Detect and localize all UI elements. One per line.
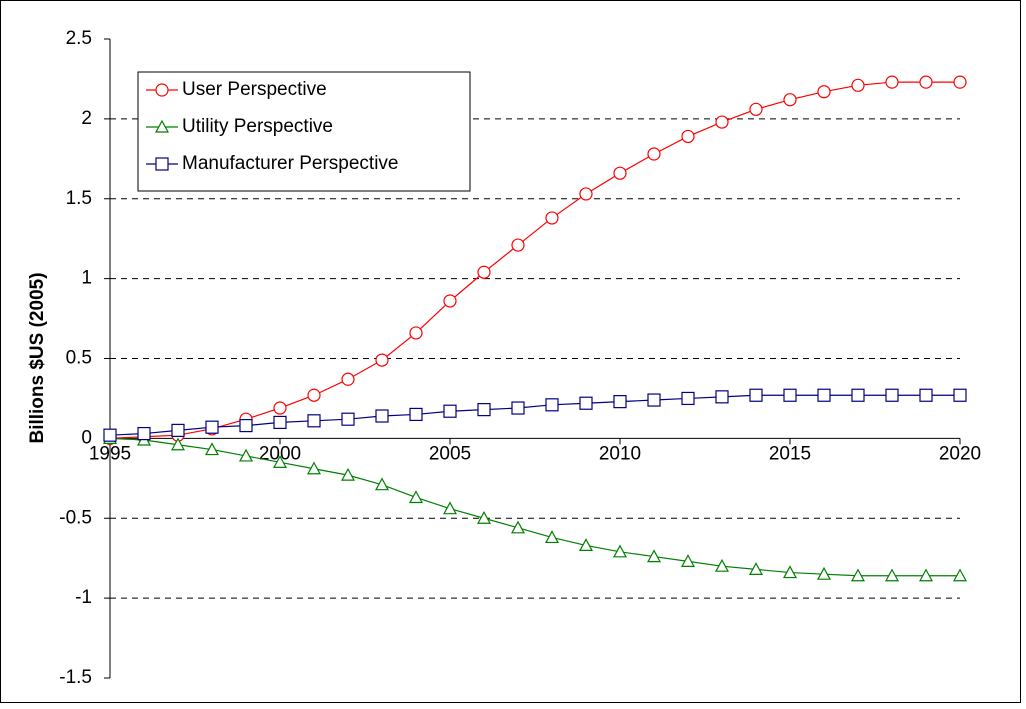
data-point — [545, 398, 559, 412]
legend-marker — [155, 83, 169, 97]
data-point — [239, 418, 253, 433]
data-point — [443, 404, 457, 418]
data-point — [578, 538, 594, 552]
legend-label: Manufacturer Perspective — [182, 153, 399, 174]
data-point — [613, 166, 627, 180]
x-tick-label: 2000 — [259, 443, 301, 464]
data-point — [748, 562, 764, 575]
data-point — [375, 409, 389, 423]
data-point — [340, 467, 356, 481]
data-point — [306, 461, 322, 475]
x-tick-label: 2010 — [599, 443, 641, 464]
legend-label: User Perspective — [182, 79, 327, 100]
data-point — [307, 388, 321, 402]
data-point — [476, 510, 492, 524]
data-point — [544, 530, 560, 544]
legend-marker — [154, 119, 170, 133]
data-point — [646, 549, 662, 563]
y-tick-label: 1.5 — [66, 188, 92, 209]
data-point — [545, 211, 559, 225]
data-point — [680, 554, 696, 567]
data-point — [408, 490, 424, 504]
data-point — [749, 388, 763, 402]
data-point — [103, 428, 117, 442]
y-tick-label: -1 — [75, 587, 92, 608]
x-tick-label: 2020 — [939, 443, 981, 464]
data-point — [952, 568, 968, 582]
data-point — [273, 415, 287, 429]
data-point — [783, 93, 797, 107]
data-point — [171, 423, 185, 437]
data-point — [885, 388, 899, 402]
data-point — [612, 544, 628, 558]
x-tick-label: 2015 — [769, 443, 811, 464]
data-point — [714, 558, 730, 572]
legend-marker — [155, 157, 169, 171]
data-point — [272, 455, 288, 468]
legend: User Perspective Utility Perspective Manuf… — [137, 71, 471, 192]
data-point — [511, 401, 525, 415]
data-point — [647, 147, 661, 161]
data-point — [817, 388, 831, 402]
data-point — [205, 420, 219, 434]
data-point — [816, 566, 832, 580]
y-tick-label: -0.5 — [59, 507, 92, 528]
data-point — [307, 414, 321, 428]
data-point — [715, 115, 729, 129]
y-tick-label: 2.5 — [66, 28, 92, 49]
data-point — [782, 565, 798, 579]
data-point — [647, 393, 661, 407]
data-point — [374, 477, 390, 491]
x-tick-label: 2005 — [429, 443, 471, 464]
x-tick-label: 1995 — [89, 443, 131, 464]
data-point — [170, 437, 186, 451]
data-point — [579, 187, 593, 201]
series-line — [109, 437, 960, 577]
data-point — [613, 395, 627, 409]
data-point — [817, 85, 831, 99]
data-point — [341, 372, 355, 386]
data-point — [137, 426, 151, 441]
data-point — [884, 568, 900, 582]
data-point — [409, 407, 423, 422]
data-point — [273, 401, 287, 415]
y-tick-label: -1.5 — [59, 667, 92, 688]
data-point — [850, 568, 866, 582]
data-point — [579, 396, 593, 410]
data-point — [919, 75, 933, 89]
data-point — [510, 520, 526, 534]
data-point — [953, 75, 967, 89]
data-point — [477, 403, 491, 417]
y-tick-label: 0 — [81, 427, 92, 448]
data-point — [783, 388, 797, 402]
data-point — [443, 294, 457, 308]
data-point — [851, 388, 865, 402]
y-tick-label: 1 — [81, 268, 92, 289]
data-point — [681, 391, 695, 406]
legend-box — [137, 71, 471, 192]
y-axis-label: Billions $US (2005) — [27, 272, 48, 443]
data-point — [442, 501, 458, 515]
data-point — [918, 568, 934, 582]
data-point — [681, 129, 695, 144]
data-point — [238, 448, 254, 462]
data-point — [919, 388, 933, 402]
data-point — [375, 353, 389, 367]
data-point — [341, 412, 355, 426]
data-point — [409, 326, 423, 340]
y-tick-label: 0.5 — [66, 348, 92, 369]
y-tick-label: 2 — [81, 108, 92, 129]
data-point — [851, 78, 865, 92]
data-point — [204, 442, 220, 456]
data-point — [885, 75, 899, 89]
data-point — [749, 102, 763, 116]
data-point — [477, 265, 491, 279]
data-point — [715, 390, 729, 404]
data-point — [953, 388, 967, 402]
data-point — [511, 238, 525, 252]
legend-label: Utility Perspective — [182, 116, 333, 137]
